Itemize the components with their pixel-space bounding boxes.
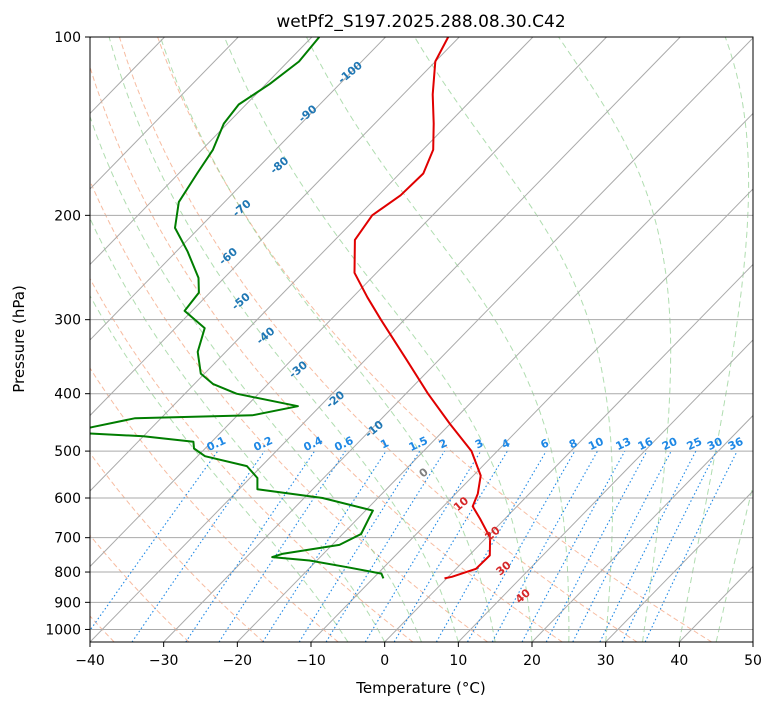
x-tick-label: −10 [296, 653, 326, 669]
y-tick-label: 1000 [45, 622, 81, 638]
y-tick-label: 800 [54, 565, 81, 581]
x-tick-label: 20 [523, 653, 541, 669]
y-tick-label: 700 [54, 531, 81, 547]
y-tick-label: 200 [54, 208, 81, 224]
x-tick-label: 10 [449, 653, 467, 669]
x-tick-label: 0 [380, 653, 389, 669]
x-axis-label: Temperature (°C) [355, 679, 485, 697]
x-tick-label: 40 [670, 653, 688, 669]
y-axis-label: Pressure (hPa) [10, 285, 28, 393]
y-tick-label: 400 [54, 387, 81, 403]
x-tick-label: −40 [75, 653, 105, 669]
chart-title: wetPf2_S197.2025.288.08.30.C42 [276, 12, 565, 32]
x-tick-label: −20 [223, 653, 253, 669]
x-tick-label: 50 [744, 653, 762, 669]
x-tick-label: 30 [597, 653, 615, 669]
y-tick-label: 500 [54, 444, 81, 460]
x-tick-label: −30 [149, 653, 179, 669]
skew-t-chart: wetPf2_S197.2025.288.08.30.C42 -100-90-8… [0, 0, 775, 708]
y-tick-label: 600 [54, 491, 81, 507]
y-tick-label: 300 [54, 313, 81, 329]
y-tick-label: 100 [54, 30, 81, 46]
y-tick-label: 900 [54, 595, 81, 611]
